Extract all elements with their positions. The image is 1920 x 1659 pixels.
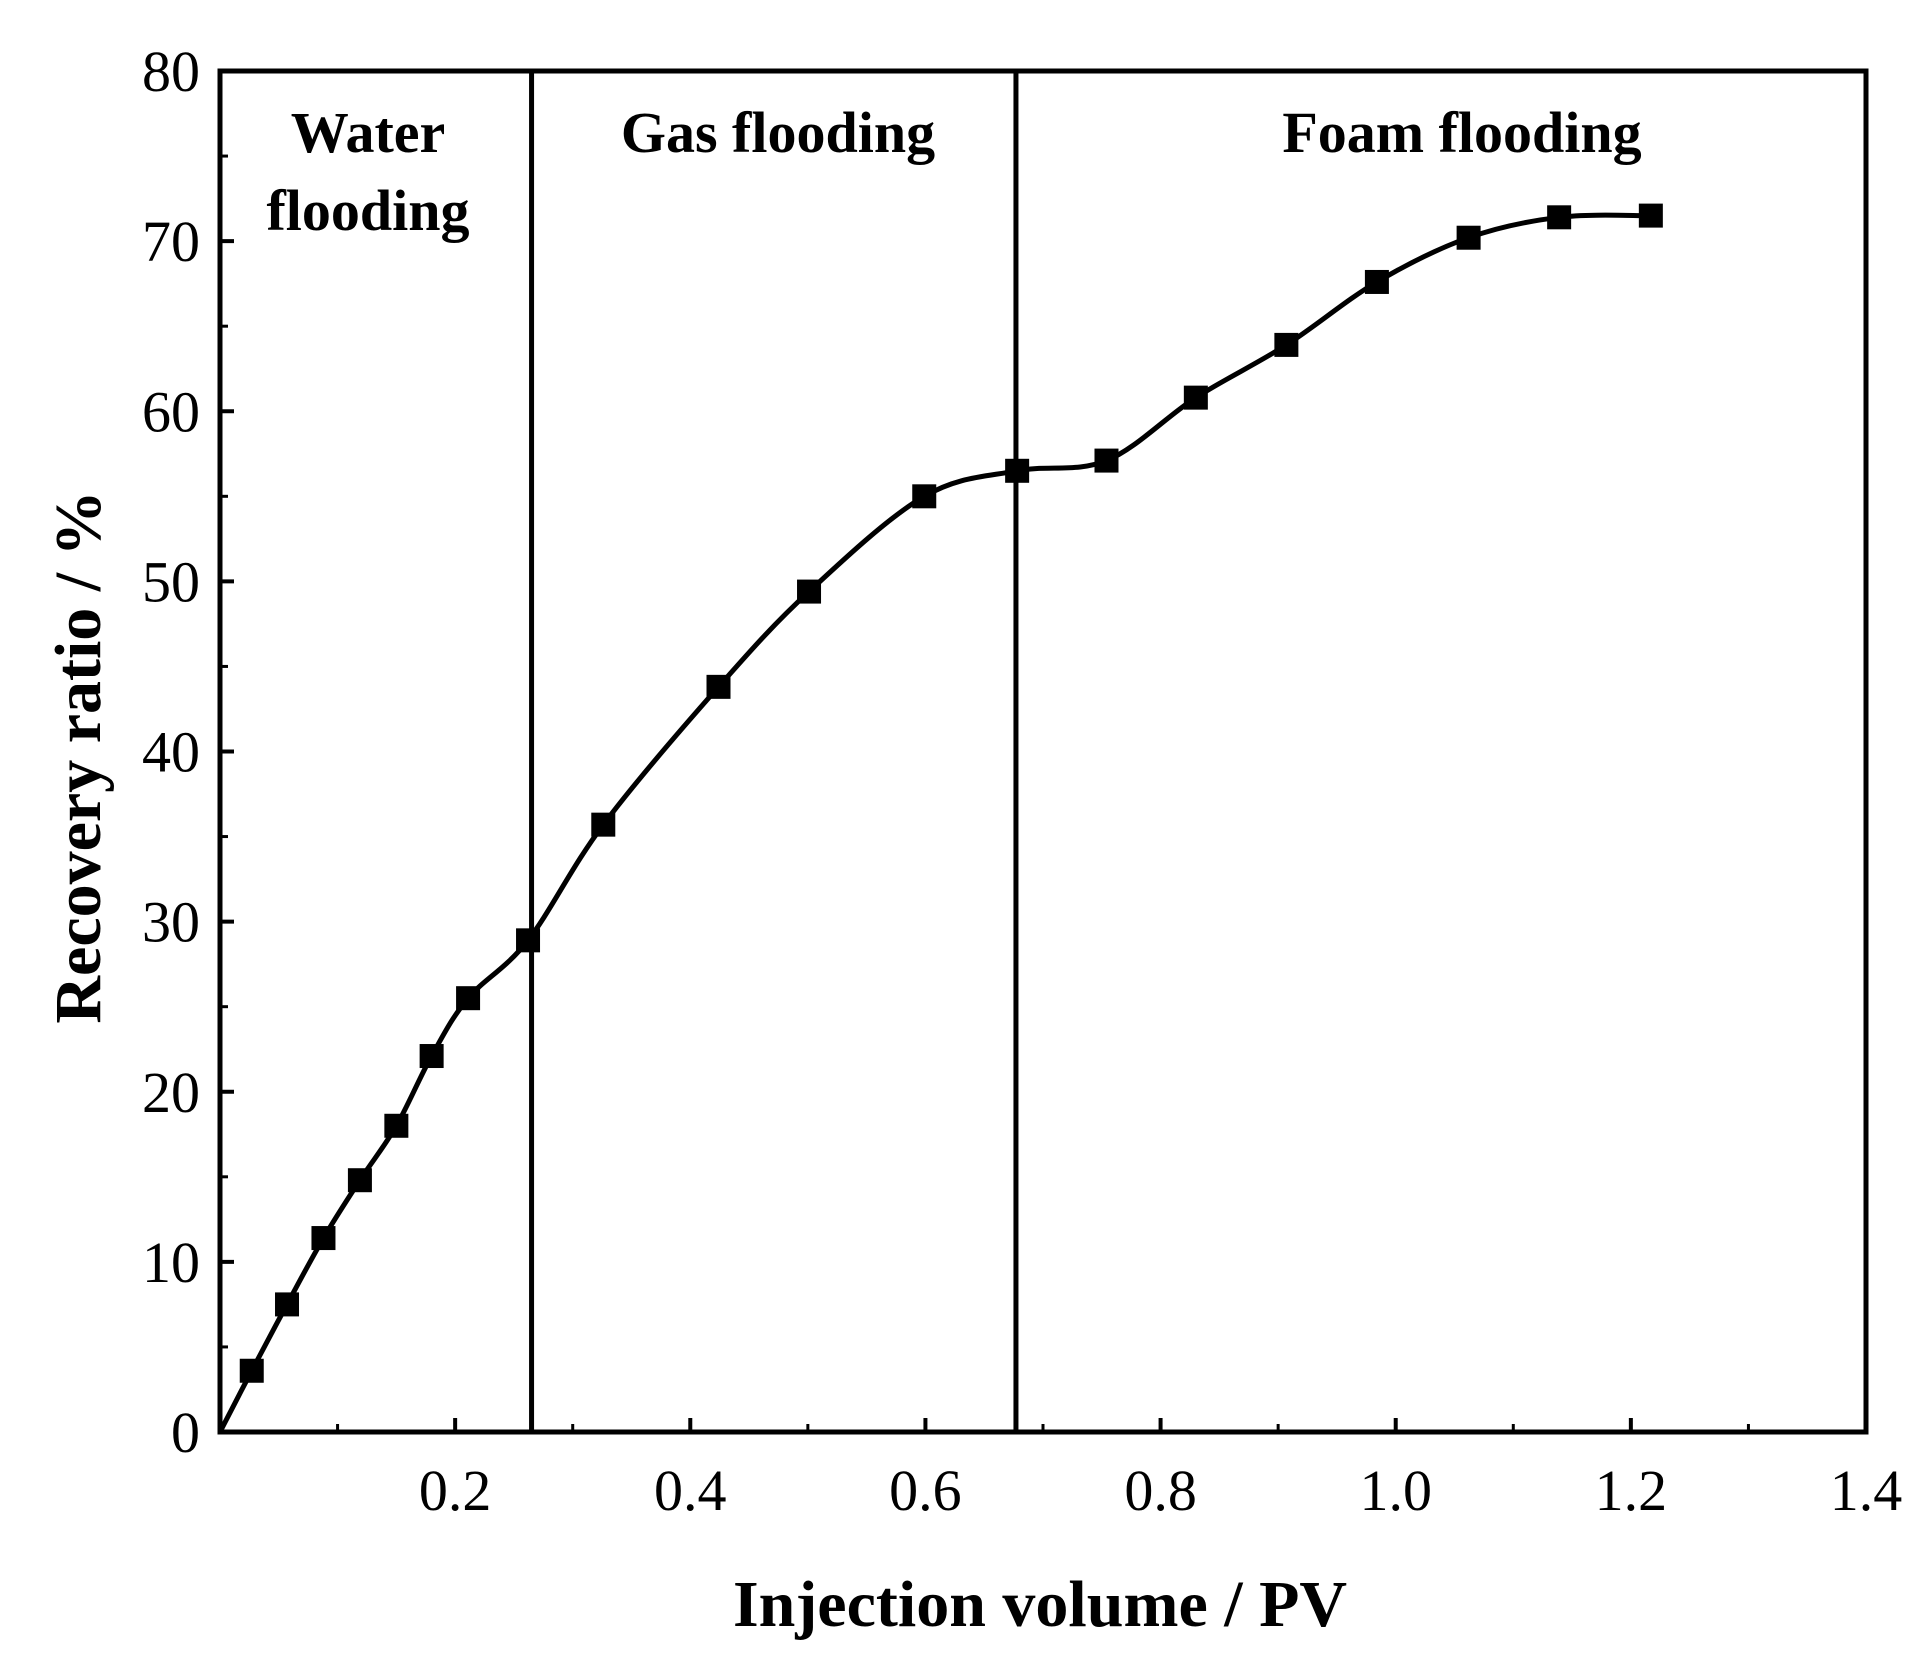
data-point-marker xyxy=(1005,458,1030,483)
data-point-marker xyxy=(347,1168,372,1193)
plot-frame xyxy=(217,68,1869,1435)
data-point-marker xyxy=(419,1044,444,1069)
y-tick-label: 70 xyxy=(142,209,200,274)
data-point-marker xyxy=(311,1226,336,1251)
x-tick-label: 0.2 xyxy=(419,1458,492,1523)
data-point-marker xyxy=(275,1292,300,1317)
y-tick-label: 40 xyxy=(142,720,200,785)
series-line xyxy=(217,212,1651,1434)
data-point-marker xyxy=(1094,448,1119,473)
data-point-marker xyxy=(1456,225,1481,250)
data-point-marker xyxy=(239,1358,264,1383)
data-point-marker xyxy=(1364,269,1389,294)
data-markers xyxy=(239,203,1663,1383)
data-point-marker xyxy=(1183,385,1208,410)
data-point-marker xyxy=(1638,203,1663,228)
y-tick-label: 20 xyxy=(142,1060,200,1125)
data-point-marker xyxy=(1547,205,1572,230)
x-tick-label: 0.4 xyxy=(654,1458,727,1523)
y-tick-label: 0 xyxy=(171,1400,200,1465)
x-tick-label: 0.8 xyxy=(1124,1458,1197,1523)
region-label-water-line1: Water xyxy=(291,100,446,165)
data-point-marker xyxy=(516,928,541,953)
x-tick-label: 1.0 xyxy=(1359,1458,1432,1523)
region-label-gas: Gas flooding xyxy=(621,100,935,165)
y-tick-label: 10 xyxy=(142,1230,200,1295)
y-tick-label: 30 xyxy=(142,890,200,955)
x-axis-title: Injection volume / PV xyxy=(733,1568,1347,1641)
series-line-layer xyxy=(217,212,1651,1434)
y-tick-label: 60 xyxy=(142,379,200,444)
data-point-marker xyxy=(706,674,731,699)
region-label-water-line2: flooding xyxy=(266,178,469,243)
y-axis-title: Recovery ratio / % xyxy=(42,490,115,1023)
data-point-marker xyxy=(1274,332,1299,357)
y-tick-label: 80 xyxy=(142,39,200,104)
axes-layer: 0.2 0.4 0.6 0.8 1.0 1.2 1.4 0 10 20 30 40 50 60 70 80 xyxy=(142,39,1902,1523)
data-point-marker xyxy=(591,812,616,837)
x-tick-label: 0.6 xyxy=(889,1458,962,1523)
y-tick-label: 50 xyxy=(142,549,200,614)
x-tick-label: 1.2 xyxy=(1595,1458,1668,1523)
phase-dividers xyxy=(529,71,1019,1432)
data-point-marker xyxy=(797,579,822,604)
x-tick-label: 1.4 xyxy=(1830,1458,1903,1523)
data-point-marker xyxy=(456,986,481,1011)
data-point-marker xyxy=(912,484,937,509)
region-label-foam: Foam flooding xyxy=(1282,100,1641,165)
data-point-marker xyxy=(384,1113,409,1138)
